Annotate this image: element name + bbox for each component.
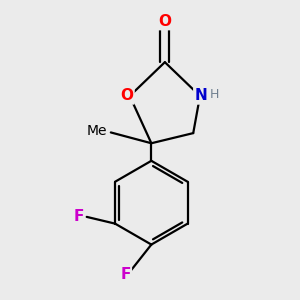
- Text: Me: Me: [86, 124, 107, 138]
- Text: H: H: [210, 88, 220, 101]
- Text: O: O: [121, 88, 134, 104]
- Text: N: N: [194, 88, 207, 104]
- Text: F: F: [121, 267, 131, 282]
- Text: O: O: [158, 14, 171, 29]
- Text: F: F: [74, 209, 84, 224]
